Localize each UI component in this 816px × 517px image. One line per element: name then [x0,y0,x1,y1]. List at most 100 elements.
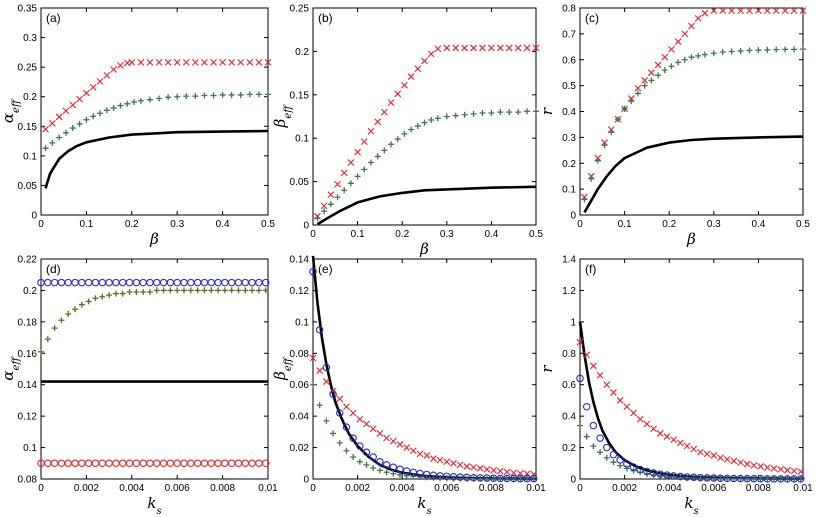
data-point-red [336,395,344,403]
data-point-red [701,9,709,17]
y-tick-label: 0 [570,475,576,486]
data-point-green [724,475,731,482]
data-point-green [310,381,316,388]
data-point-green [183,93,190,100]
data-point-green [210,92,217,99]
x-tick-label: 0.3 [707,219,721,230]
data-point-red [210,59,217,66]
data-point-red [763,7,771,14]
y-axis-label-subscript: eff [283,104,294,119]
plot-frame-a [40,7,269,216]
x-tick-label: 0.008 [210,483,235,494]
data-point-red [650,425,657,433]
data-point-green [219,91,226,98]
data-point-red [255,59,263,66]
data-point-red [343,403,350,411]
data-point-red [757,463,765,470]
y-tick-label: 0.04 [290,412,310,423]
data-point-green [146,96,153,103]
data-point-blue [636,465,644,474]
data-point-red [654,61,662,69]
data-point-green [410,473,417,480]
y-tick-label: 0.1 [562,185,576,196]
data-point-red [463,463,471,470]
data-point-red [394,90,402,98]
x-tick-label: 0.3 [440,229,454,240]
data-point-blue [336,409,344,417]
data-point-green [117,102,124,109]
data-point-blue [349,434,357,442]
data-point-olive [201,287,208,294]
data-point-red [737,459,744,466]
data-point-red [191,59,199,66]
data-point-blue [315,325,324,334]
data-point-green [791,476,798,482]
data-point-green [608,129,615,136]
x-tick-label: 0.2 [125,219,139,230]
data-point-blue [530,474,538,483]
data-point-red [603,381,611,389]
data-point-red [670,436,678,444]
y-tick-label: 0.7 [562,29,576,40]
data-point-red [479,44,486,52]
data-point-red [517,469,524,477]
y-tick-label: 1.4 [562,255,576,266]
x-tick-label: 0.5 [261,219,275,230]
y-axis-label-b: βeff [271,104,294,129]
data-point-green [782,46,789,53]
data-point-red [799,7,807,14]
y-tick-label: 0.05 [290,177,310,188]
data-point-green [443,113,450,120]
data-point-red [728,7,736,14]
data-point-green [69,125,76,132]
data-point-red [389,437,397,445]
data-point-red [772,7,780,14]
panel-a: 0 0.1 0.2 0.3 0.4 0.5 0 0.05 0.1 0.15 0.2 0.25 0.3 0.… [0,4,275,249]
data-point-red [369,425,377,433]
data-point-red [790,467,798,475]
data-point-green [383,469,390,476]
series-green [581,46,806,203]
data-point-red [719,7,727,14]
data-point-green [370,465,377,471]
series-black [44,129,269,189]
data-point-red [710,7,718,14]
data-point-red [367,127,375,135]
data-point-red [69,101,77,109]
y-tick-label: 0.6 [562,380,576,391]
data-point-green [719,48,726,55]
data-point-red [48,119,56,127]
data-point-green [650,471,657,478]
data-point-olive [146,289,153,295]
x-tick-label: 0.01 [793,483,813,494]
data-point-red [476,464,484,472]
data-point-green [110,104,117,111]
data-point-olive [106,292,113,299]
y-tick-label: 0 [570,211,576,222]
data-point-green [56,134,63,141]
data-point-red [423,452,431,459]
y-axis-label-subscript: eff [283,356,294,371]
data-point-olive [133,289,140,295]
data-point-green [246,91,253,98]
x-tick-label: 0.006 [165,483,190,494]
data-point-green [354,173,361,180]
data-point-green [390,470,397,477]
data-point-blue [629,463,638,471]
y-tick-label: 0.15 [290,90,310,101]
data-point-olive [112,290,119,297]
panel-label-a: (a) [46,11,61,25]
y-tick-label: 0.1 [295,317,309,328]
data-point-red [76,95,83,103]
data-point-green [321,208,328,215]
data-point-red [443,44,451,52]
x-tick-label: 0.002 [345,483,370,494]
data-point-green [83,116,90,123]
data-point-red [182,59,190,66]
data-point-green [414,123,421,130]
y-tick-label: 0.06 [290,380,310,391]
data-point-green [594,157,601,164]
data-point-olive [78,301,85,308]
data-point-red [755,7,762,14]
data-point-green [533,108,539,115]
